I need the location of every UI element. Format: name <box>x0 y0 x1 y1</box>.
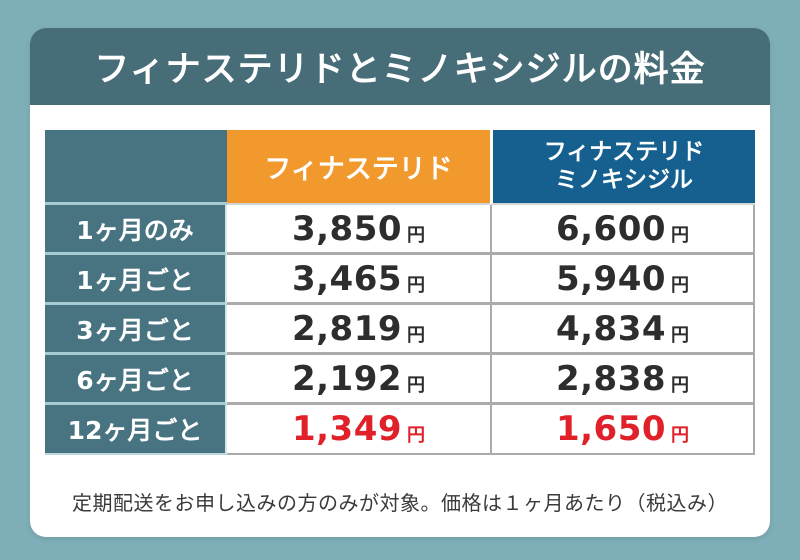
currency-unit: 円 <box>671 425 690 446</box>
row-label-3month-recurring: 3ヶ月ごと <box>45 305 227 355</box>
price-cell: 3,465 円 <box>227 255 490 305</box>
currency-unit: 円 <box>671 224 690 246</box>
price-cell-highlighted: 1,650 円 <box>490 405 755 455</box>
row-label-text: 12ヶ月ごと <box>67 416 203 445</box>
row-label-6month-recurring: 6ヶ月ごと <box>45 355 227 405</box>
price-table: フィナステリド フィナステリド ミノキシジル 1ヶ月のみ 3,850 円 6,6… <box>45 130 755 455</box>
price-value: 4,834 <box>555 308 667 349</box>
price-value: 3,850 <box>291 208 403 249</box>
footnote: 定期配送をお申し込みの方のみが対象。価格は１ヶ月あたり（税込み） <box>72 491 728 515</box>
price-cell-highlighted: 1,349 円 <box>227 405 490 455</box>
price-cell: 2,192 円 <box>227 355 490 405</box>
table-header-finasteride: フィナステリド <box>227 130 490 205</box>
currency-unit: 円 <box>671 324 690 346</box>
row-label-text: 1ヶ月のみ <box>76 215 194 245</box>
currency-unit: 円 <box>407 224 426 246</box>
row-label-1month-only: 1ヶ月のみ <box>45 205 227 255</box>
table-header-corner <box>45 130 227 205</box>
currency-unit: 円 <box>407 274 426 296</box>
price-cell: 2,838 円 <box>490 355 755 405</box>
pricing-card: フィナステリドとミノキシジルの料金 フィナステリド フィナステリド ミノキシジル… <box>30 28 770 537</box>
column-header-label: フィナステリド <box>264 154 453 185</box>
column-header-label-line2: ミノキシジル <box>555 166 693 193</box>
currency-unit: 円 <box>671 374 690 396</box>
price-value: 1,349 <box>291 409 403 449</box>
table-header-finasteride-minoxidil: フィナステリド ミノキシジル <box>490 130 755 205</box>
row-label-text: 3ヶ月ごと <box>76 315 194 345</box>
price-cell: 3,850 円 <box>227 205 490 255</box>
row-label-1month-recurring: 1ヶ月ごと <box>45 255 227 305</box>
price-value: 3,465 <box>291 258 403 299</box>
price-cell: 2,819 円 <box>227 305 490 355</box>
price-value: 2,819 <box>291 308 403 349</box>
currency-unit: 円 <box>407 324 426 346</box>
currency-unit: 円 <box>407 425 426 446</box>
price-value: 2,838 <box>555 358 667 399</box>
price-value: 6,600 <box>555 208 667 249</box>
row-label-text: 1ヶ月ごと <box>76 265 194 295</box>
price-value: 2,192 <box>291 358 403 399</box>
page-title: フィナステリドとミノキシジルの料金 <box>94 50 706 90</box>
price-cell: 6,600 円 <box>490 205 755 255</box>
price-cell: 5,940 円 <box>490 255 755 305</box>
row-label-12month-recurring: 12ヶ月ごと <box>45 405 227 455</box>
price-value: 5,940 <box>555 258 667 299</box>
title-bar: フィナステリドとミノキシジルの料金 <box>30 28 770 105</box>
column-header-label-line1: フィナステリド <box>543 139 705 166</box>
currency-unit: 円 <box>407 374 426 396</box>
price-cell: 4,834 円 <box>490 305 755 355</box>
price-value: 1,650 <box>555 409 667 449</box>
row-label-text: 6ヶ月ごと <box>76 365 194 395</box>
currency-unit: 円 <box>671 274 690 296</box>
